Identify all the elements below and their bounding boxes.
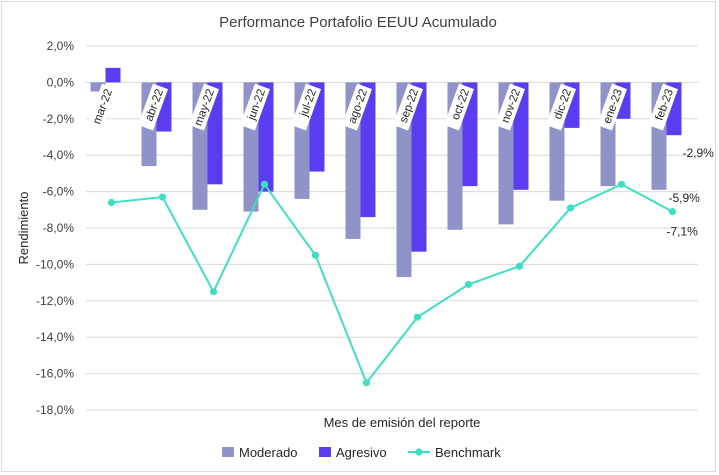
x-axis-label: Mes de emisión del reporte [324, 415, 481, 430]
category-label-bg [188, 83, 220, 131]
category-labels: mar-22 abr-22 may-22 jun-22 jul-22 ago-22 sep-… [86, 83, 679, 131]
bar-agresivo [411, 82, 427, 252]
benchmark-point [566, 204, 575, 212]
y-tick-label: -18,0% [36, 403, 74, 417]
benchmark-line [107, 180, 677, 387]
category-label-bg [290, 83, 322, 131]
chart-title: Performance Portafolio EEUU Acumulado [219, 14, 497, 31]
y-tick-label: -6,0% [43, 185, 75, 199]
legend-label: Moderado [239, 445, 298, 460]
benchmark-point [617, 180, 626, 188]
y-tick-label: -12,0% [36, 294, 74, 308]
y-tick-label: -8,0% [43, 221, 75, 235]
bars [90, 67, 682, 278]
category-label-bg [341, 83, 373, 131]
legend-item: Benchmark [408, 445, 501, 460]
y-tick-label: 2,0% [47, 39, 75, 53]
benchmark-point [515, 262, 524, 270]
benchmark-line-path [111, 182, 673, 385]
bar-agresivo [360, 82, 376, 218]
y-tick-labels: 2,0% 0,0% -2,0% -4,0% -6,0% -8,0% -10,0% -12,0%… [36, 39, 74, 417]
benchmark-point [158, 193, 167, 201]
y-tick-label: -16,0% [36, 367, 74, 381]
legend: Moderado Agresivo Benchmark [222, 445, 501, 460]
legend-item: Agresivo [319, 445, 387, 460]
category-label-bg [86, 83, 118, 131]
benchmark-point [464, 280, 473, 289]
y-tick-label: -10,0% [36, 257, 74, 271]
category-label-bg [137, 83, 169, 131]
category-label-bg [494, 83, 526, 131]
legend-label: Agresivo [336, 445, 387, 460]
benchmark-point [209, 288, 218, 296]
data-label: -2,9% [683, 146, 715, 160]
benchmark-point [107, 198, 116, 207]
y-tick-label: -2,0% [43, 112, 75, 126]
benchmark-point [311, 251, 320, 259]
legend-item: Moderado [222, 445, 298, 460]
category-label-bg [239, 83, 271, 131]
category-label-bg [647, 83, 679, 131]
legend-swatch-marker [415, 448, 423, 456]
data-label: -7,1% [667, 225, 699, 239]
legend-swatch [222, 447, 234, 457]
category-label-bg [443, 83, 475, 131]
bar-agresivo [105, 67, 121, 83]
category-label-bg [392, 83, 424, 131]
y-tick-label: -14,0% [36, 330, 74, 344]
benchmark-point [362, 379, 371, 387]
benchmark-point [668, 208, 677, 216]
y-tick-label: -4,0% [43, 148, 75, 162]
legend-swatch [319, 447, 331, 457]
benchmark-point [413, 313, 422, 321]
data-labels: -2,9% -5,9% -7,1% [667, 146, 715, 238]
legend-label: Benchmark [435, 445, 501, 460]
category-label-bg [596, 83, 628, 131]
bar-moderado [396, 82, 412, 278]
bar-moderado [90, 82, 106, 92]
benchmark-point [260, 180, 269, 188]
y-axis-label: Rendimiento [16, 192, 31, 265]
category-label-bg [545, 83, 577, 131]
gridlines [86, 45, 698, 411]
data-label: -5,9% [669, 191, 701, 205]
y-tick-label: 0,0% [47, 75, 75, 89]
